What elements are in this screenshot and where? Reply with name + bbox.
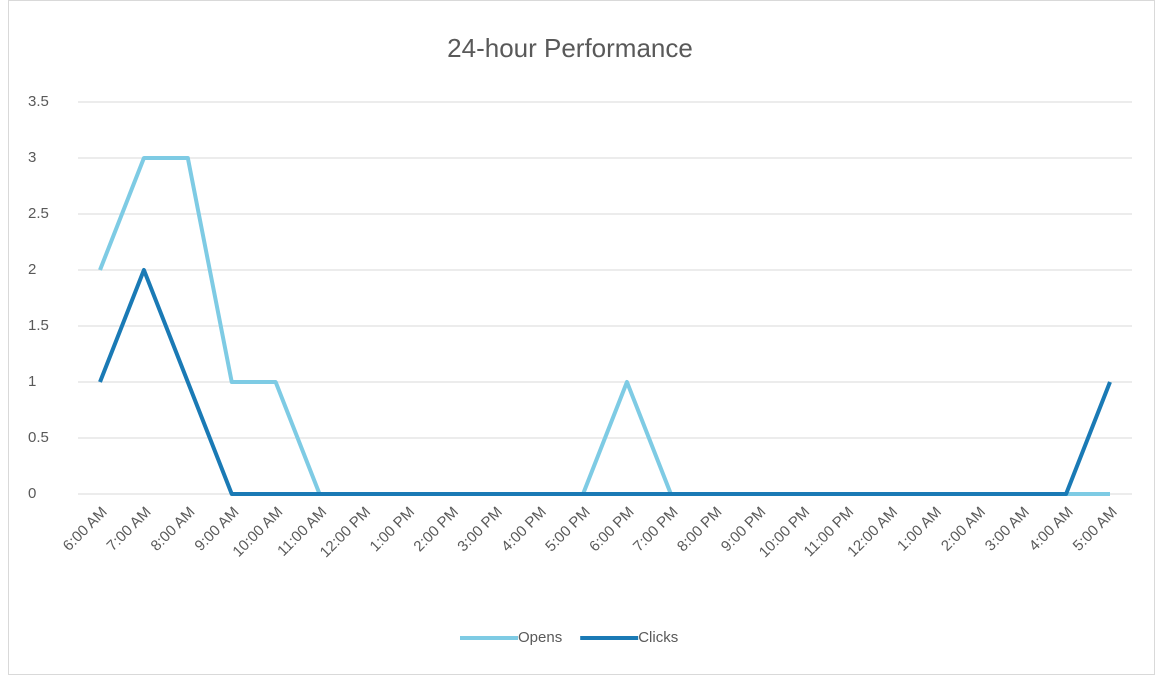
chart-frame <box>8 0 1155 675</box>
y-tick-label: 2 <box>28 261 36 278</box>
y-tick-label: 3 <box>28 149 36 166</box>
y-tick-label: 1.5 <box>28 317 49 334</box>
y-tick-label: 0.5 <box>28 429 49 446</box>
legend-label: Clicks <box>638 629 678 646</box>
line-series <box>98 268 1112 496</box>
y-tick-label: 0 <box>28 485 36 502</box>
y-tick-label: 1 <box>28 373 36 390</box>
y-tick-label: 2.5 <box>28 205 49 222</box>
y-tick-label: 3.5 <box>28 93 49 110</box>
chart-title: 24-hour Performance <box>447 33 693 63</box>
legend-label: Opens <box>518 629 562 646</box>
